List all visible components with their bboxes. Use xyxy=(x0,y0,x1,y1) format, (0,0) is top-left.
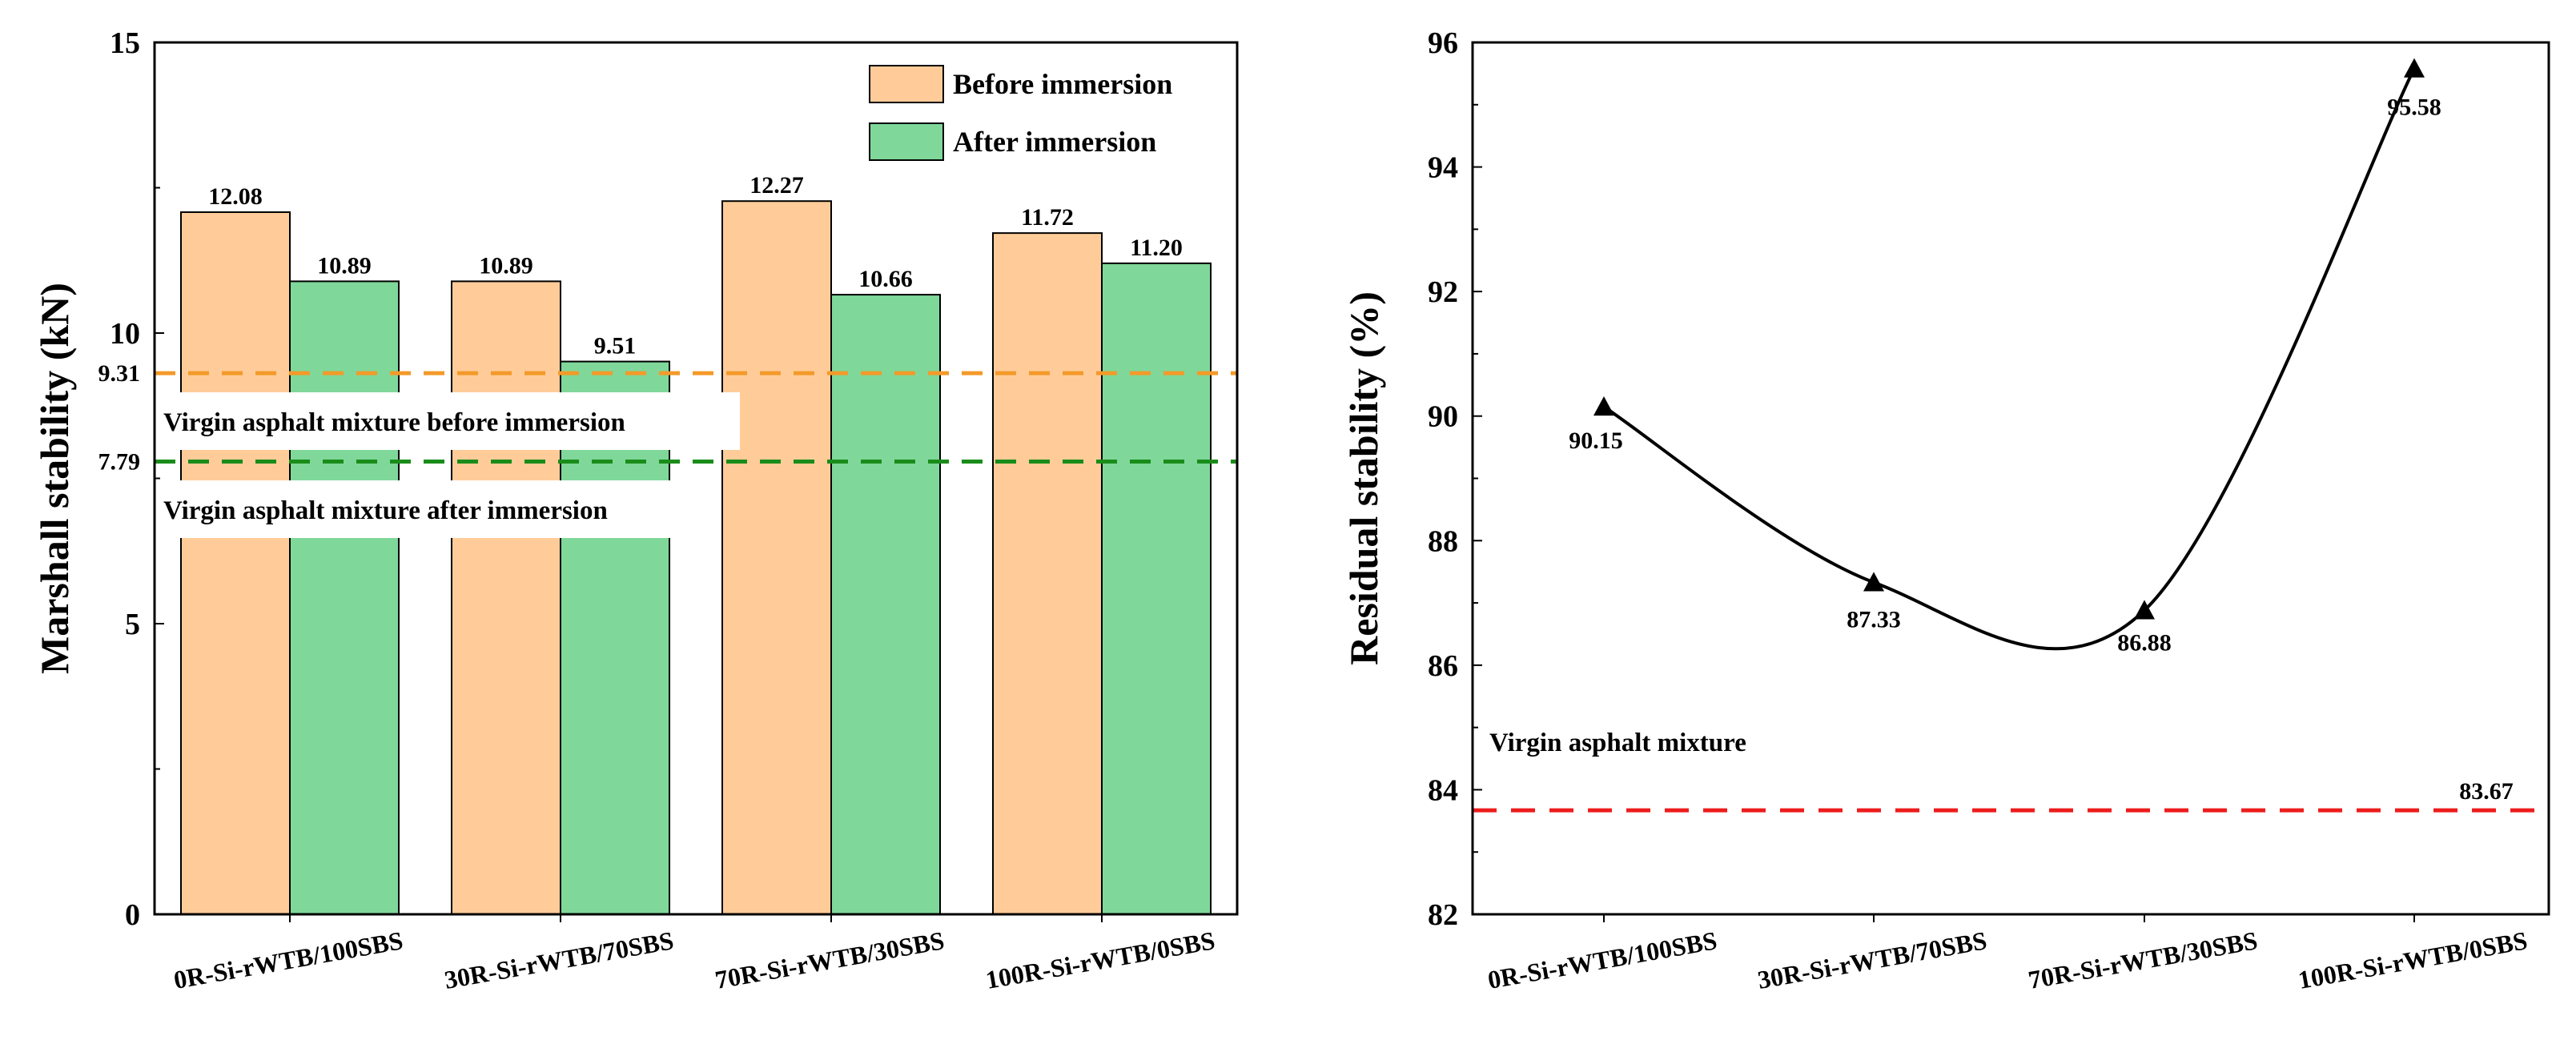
reference-tick-label: 9.31 xyxy=(98,360,141,387)
residual-stability-series-line xyxy=(1602,67,2416,651)
bar-before-immersion-0r-si-rwtb-100sbs xyxy=(180,211,291,915)
data-point-30r-si-rwtb-70sbs xyxy=(1863,572,1884,592)
marshall-stability-bar-chart: 12.08 10.89 0R-Si-rWTB/100SBS 10.89 9.51 30R-… xyxy=(32,26,1239,994)
reference-line-label: Virgin asphalt mixture xyxy=(1489,729,1746,757)
plot-frame xyxy=(1471,41,2550,916)
x-tick-label: 70R-Si-rWTB/30SBS xyxy=(2026,926,2260,994)
y-tick-label: 88 xyxy=(1428,524,1458,558)
y-tick-label: 84 xyxy=(1428,773,1458,807)
reference-label-box xyxy=(157,480,717,538)
data-point-label: 86.88 xyxy=(2117,629,2172,656)
x-tick-label: 0R-Si-rWTB/100SBS xyxy=(1485,926,1719,994)
x-tick-label: 30R-Si-rWTB/70SBS xyxy=(442,926,676,994)
legend-label: Before immersion xyxy=(953,68,1172,100)
y-tick-label: 82 xyxy=(1428,898,1458,932)
x-tick-label: 100R-Si-rWTB/0SBS xyxy=(2296,926,2530,994)
bar-before-immersion-70r-si-rwtb-30sbs xyxy=(721,200,832,915)
y-tick-label: 96 xyxy=(1428,26,1458,60)
bar-value-label: 12.08 xyxy=(208,183,263,210)
data-point-label: 87.33 xyxy=(1847,606,1901,632)
data-point-70r-si-rwtb-30sbs xyxy=(2134,600,2155,620)
reference-tick-label: 7.79 xyxy=(98,448,141,475)
bar-value-label: 11.20 xyxy=(1130,235,1183,261)
y-axis-label: Residual stability (%) xyxy=(1341,291,1386,665)
bar-value-label: 10.66 xyxy=(858,266,913,292)
bar-after-immersion-100r-si-rwtb-0sbs xyxy=(1101,262,1212,915)
reference-value-label: 83.67 xyxy=(2459,778,2514,805)
y-axis-label: Marshall stability (kN) xyxy=(32,283,77,674)
bar-after-immersion-70r-si-rwtb-30sbs xyxy=(830,294,941,916)
legend-swatch-after-immersion xyxy=(869,122,944,161)
x-tick-label: 100R-Si-rWTB/0SBS xyxy=(983,926,1217,994)
data-point-label: 95.58 xyxy=(2387,94,2441,121)
bar-value-label: 10.89 xyxy=(317,252,372,279)
reference-label-box xyxy=(157,392,740,450)
residual-stability-line-chart: Virgin asphalt mixture 83.67 90.15 87.33 86.… xyxy=(1341,26,2550,994)
bar-value-label: 10.89 xyxy=(479,252,533,279)
reference-line-label: Virgin asphalt mixture before immersion xyxy=(163,408,625,437)
y-tick-label: 10 xyxy=(110,317,140,351)
y-tick-label: 86 xyxy=(1428,649,1458,683)
bar-after-immersion-0r-si-rwtb-100sbs xyxy=(289,280,400,915)
y-tick-label: 5 xyxy=(125,608,140,641)
x-tick-label: 70R-Si-rWTB/30SBS xyxy=(713,926,946,994)
x-tick-label: 30R-Si-rWTB/70SBS xyxy=(1755,926,1989,994)
bar-value-label: 12.27 xyxy=(749,172,804,199)
bar-before-immersion-100r-si-rwtb-0sbs xyxy=(992,232,1103,915)
data-point-100r-si-rwtb-0sbs xyxy=(2404,58,2425,78)
y-tick-label: 92 xyxy=(1428,275,1458,309)
x-tick-label: 0R-Si-rWTB/100SBS xyxy=(171,926,405,994)
plot-frame xyxy=(153,41,1239,916)
y-tick-label: 90 xyxy=(1428,400,1458,434)
reference-line-label: Virgin asphalt mixture after immersion xyxy=(163,496,608,525)
y-tick-label: 94 xyxy=(1428,151,1458,185)
legend-swatch-before-immersion xyxy=(869,65,944,103)
data-point-0r-si-rwtb-100sbs xyxy=(1593,396,1614,416)
legend-label: After immersion xyxy=(953,126,1156,158)
bar-value-label: 11.72 xyxy=(1021,204,1074,231)
bar-before-immersion-30r-si-rwtb-70sbs xyxy=(451,280,561,915)
data-point-label: 90.15 xyxy=(1569,428,1623,454)
y-tick-label: 0 xyxy=(125,898,140,932)
y-tick-label: 15 xyxy=(110,26,140,60)
bar-value-label: 9.51 xyxy=(594,333,637,359)
